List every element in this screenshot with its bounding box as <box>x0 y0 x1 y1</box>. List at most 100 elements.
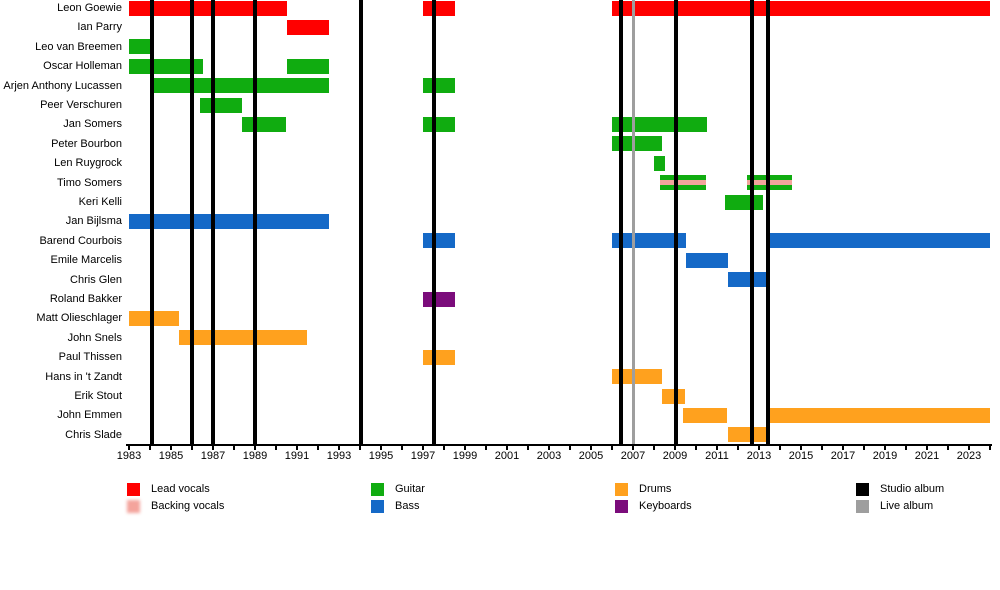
axis-tick <box>254 446 256 450</box>
membership-bar <box>612 0 990 16</box>
member-label: John Snels <box>67 331 122 344</box>
axis-tick <box>926 446 928 450</box>
membership-bar <box>654 155 665 171</box>
membership-bar <box>612 369 663 385</box>
axis-tick <box>611 446 613 450</box>
member-label: Leon Goewie <box>57 2 122 14</box>
member-label: Peter Bourbon <box>51 137 122 150</box>
legend-label-bass: Bass <box>395 500 420 512</box>
membership-bar <box>129 0 287 16</box>
axis-tick <box>842 446 844 450</box>
axis-year-label: 1987 <box>200 450 226 462</box>
studio-album-line <box>674 0 679 444</box>
axis-tick <box>905 446 907 450</box>
axis-year-label: 2001 <box>494 450 520 462</box>
membership-bar <box>683 407 728 423</box>
membership-bar <box>423 233 455 249</box>
legend-swatch-lead-vocals <box>127 483 140 496</box>
member-label: Peer Verschuren <box>40 99 122 111</box>
membership-bar <box>129 39 153 55</box>
axis-tick <box>275 446 277 450</box>
membership-bar <box>150 78 329 94</box>
membership-bar <box>129 213 329 229</box>
member-label: Emile Marcelis <box>50 254 122 267</box>
axis-tick <box>863 446 865 450</box>
member-label: Erik Stout <box>74 390 122 402</box>
studio-album-line <box>359 0 364 444</box>
membership-bar <box>423 291 455 307</box>
membership-bar <box>727 272 770 288</box>
member-label: Arjen Anthony Lucassen <box>3 79 122 92</box>
member-label: Oscar Holleman <box>43 60 122 73</box>
studio-album-line <box>211 0 215 444</box>
axis-tick <box>359 446 361 450</box>
membership-bar <box>660 175 707 191</box>
axis-year-label: 2009 <box>662 450 688 462</box>
axis-tick <box>779 446 781 450</box>
membership-bar <box>662 388 686 404</box>
axis-tick <box>317 446 319 450</box>
axis-year-label: 1993 <box>326 450 352 462</box>
axis-tick <box>380 446 382 450</box>
legend-swatch-bass <box>371 500 384 513</box>
studio-album-line <box>749 0 754 444</box>
studio-album-line <box>766 0 771 444</box>
membership-bar <box>612 136 663 152</box>
axis-tick <box>401 446 403 450</box>
membership-bar <box>242 116 287 132</box>
axis-tick <box>548 446 550 450</box>
member-label: Chris Glen <box>70 273 122 286</box>
axis-tick <box>800 446 802 450</box>
membership-bar <box>612 116 707 132</box>
axis-year-label: 1997 <box>410 450 436 462</box>
member-label: Jan Bijlsma <box>65 215 122 228</box>
axis-year-label: 2017 <box>830 450 856 462</box>
axis-year-label: 2023 <box>956 450 982 462</box>
member-label: Roland Bakker <box>49 293 122 305</box>
axis-year-label: 2019 <box>872 450 898 462</box>
member-label: Timo Somers <box>57 176 122 189</box>
member-label: John Emmen <box>57 409 122 422</box>
membership-bar <box>423 78 455 94</box>
axis-tick <box>569 446 571 450</box>
membership-bar <box>423 0 455 16</box>
axis-year-label: 2015 <box>788 450 814 462</box>
member-label: Leo van Breemen <box>35 40 122 53</box>
member-label: Matt Olieschlager <box>36 312 122 325</box>
member-label: Ian Parry <box>77 21 122 34</box>
axis-year-label: 2003 <box>536 450 562 462</box>
axis-tick <box>758 446 760 450</box>
axis-year-label: 1995 <box>368 450 394 462</box>
legend-swatch-studio-album <box>856 483 869 496</box>
studio-album-line <box>190 0 194 444</box>
axis-tick <box>968 446 970 450</box>
legend-label-keyboards: Keyboards <box>639 500 692 512</box>
member-label: Keri Kelli <box>78 196 122 208</box>
axis-tick <box>191 446 193 450</box>
axis-tick <box>485 446 487 450</box>
axis-tick <box>464 446 466 450</box>
legend-swatch-drums <box>615 483 628 496</box>
axis-year-label: 1989 <box>242 450 268 462</box>
membership-bar <box>286 58 329 74</box>
axis-tick <box>989 446 991 450</box>
studio-album-line <box>150 0 155 444</box>
axis-tick <box>821 446 823 450</box>
axis-tick <box>233 446 235 450</box>
axis-tick <box>716 446 718 450</box>
membership-bar <box>423 116 455 132</box>
axis-tick <box>422 446 424 450</box>
axis-tick <box>443 446 445 450</box>
axis-tick <box>338 446 340 450</box>
axis-year-label: 2021 <box>914 450 940 462</box>
member-label: Barend Courbois <box>39 234 122 247</box>
axis-tick <box>947 446 949 450</box>
axis-tick <box>149 446 151 450</box>
member-label: Paul Thissen <box>58 351 122 364</box>
legend-swatch-backing-vocals <box>127 500 140 513</box>
legend-label-guitar: Guitar <box>395 483 425 495</box>
axis-tick <box>170 446 172 450</box>
studio-album-line <box>431 0 436 444</box>
axis-tick <box>527 446 529 450</box>
